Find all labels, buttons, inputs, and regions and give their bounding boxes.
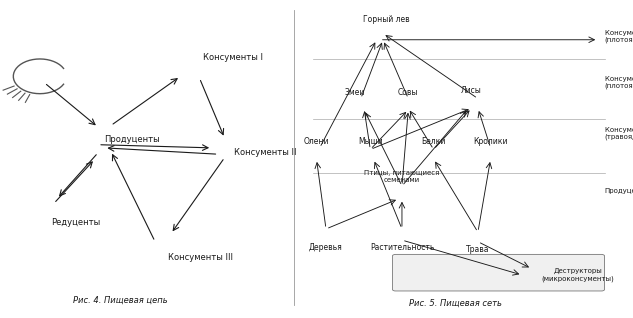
Text: Редуценты: Редуценты (51, 218, 100, 227)
Text: Мыши: Мыши (358, 137, 382, 146)
FancyBboxPatch shape (392, 254, 605, 291)
Text: Горный лев: Горный лев (363, 15, 410, 24)
Text: Белки: Белки (422, 137, 446, 146)
Text: Рис. 4. Пищевая цепь: Рис. 4. Пищевая цепь (73, 296, 167, 305)
Text: Трава: Трава (466, 245, 490, 254)
Text: Консументы II: Консументы II (234, 148, 297, 157)
Text: Лисы: Лисы (461, 86, 482, 95)
Text: Деструкторы
(микроконсументы): Деструкторы (микроконсументы) (541, 268, 614, 282)
Text: Деревья: Деревья (309, 243, 343, 252)
Text: Консументы I: Консументы I (203, 53, 263, 62)
Text: Консументы III
(плотоядные): Консументы III (плотоядные) (605, 30, 633, 43)
Text: Консументы III: Консументы III (168, 253, 233, 262)
Text: Растительность: Растительность (370, 243, 434, 252)
Text: Продуценты: Продуценты (104, 135, 160, 144)
Text: Птицы, питающиеся
семенами: Птицы, питающиеся семенами (364, 170, 440, 183)
Text: Совы: Совы (398, 88, 418, 97)
Text: Змеи: Змеи (344, 88, 365, 97)
Text: Консументы II
(плотоядные): Консументы II (плотоядные) (605, 76, 633, 89)
Text: Продуценты: Продуценты (605, 188, 633, 194)
Text: Рис. 5. Пищевая сеть: Рис. 5. Пищевая сеть (410, 299, 502, 308)
Text: Кролики: Кролики (473, 137, 508, 146)
Text: Консументы I
(травоядные): Консументы I (травоядные) (605, 127, 633, 140)
Text: Олени: Олени (304, 137, 329, 146)
